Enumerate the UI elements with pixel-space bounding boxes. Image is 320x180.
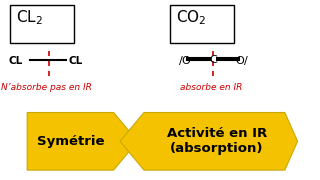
- Polygon shape: [120, 112, 298, 170]
- Text: N’absorbe pas en IR: N’absorbe pas en IR: [1, 83, 92, 92]
- Bar: [170, 5, 234, 43]
- Text: C: C: [209, 55, 217, 65]
- Bar: [10, 5, 74, 43]
- Text: CL: CL: [8, 56, 22, 66]
- Text: CO$_2$: CO$_2$: [176, 8, 206, 27]
- Text: CL: CL: [69, 56, 83, 66]
- Text: O$\mathit{/}$: O$\mathit{/}$: [235, 54, 250, 67]
- Text: CL$_2$: CL$_2$: [16, 8, 43, 27]
- Text: absorbe en IR: absorbe en IR: [180, 83, 242, 92]
- Text: Activité en IR
(absorption): Activité en IR (absorption): [167, 127, 267, 155]
- Text: Symétrie: Symétrie: [37, 135, 104, 148]
- Polygon shape: [27, 112, 138, 170]
- Text: $\mathit{/}$O: $\mathit{/}$O: [178, 54, 191, 67]
